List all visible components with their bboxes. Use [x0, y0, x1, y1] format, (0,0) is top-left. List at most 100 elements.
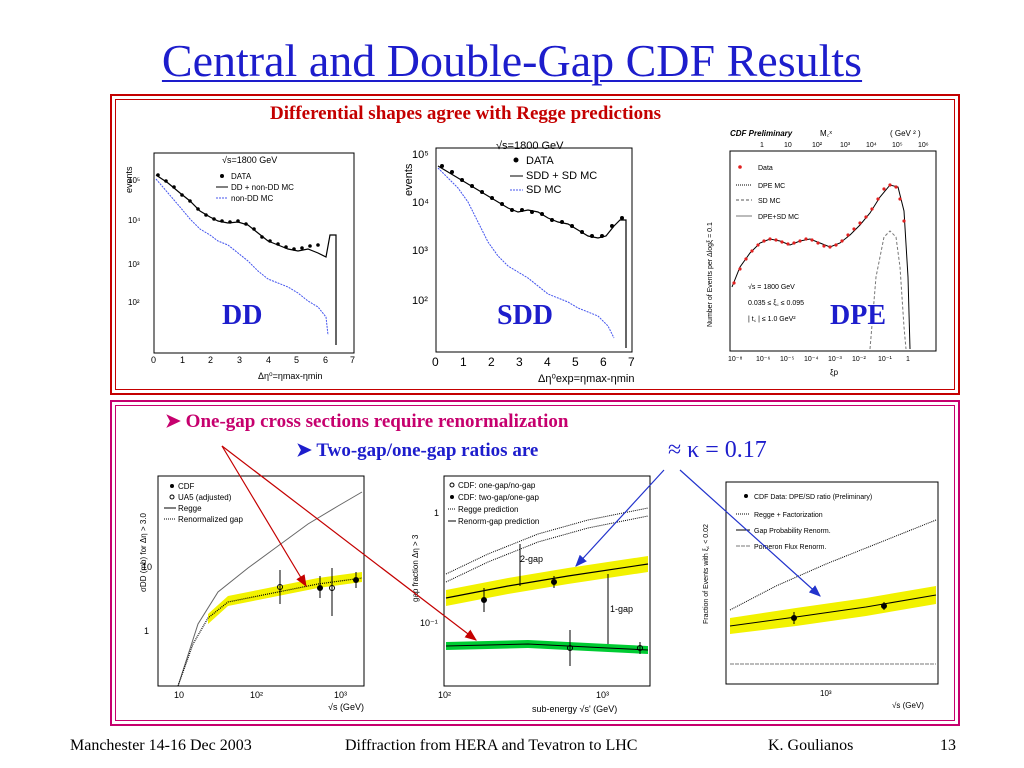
- dpe-legend-1: DPE MC: [758, 183, 785, 190]
- ratio-xtick-0: 10³: [820, 689, 832, 698]
- gapfrac-ytick-1: 10⁻¹: [420, 618, 438, 628]
- dd-mc-nondd: [155, 178, 329, 336]
- dd-ytick-2: 10³: [128, 260, 140, 269]
- gapfrac-regge-2: [445, 507, 649, 575]
- top-caption: Differential shapes agree with Regge pre…: [270, 103, 662, 124]
- dpe-header-mid: M꜀ˣ: [820, 129, 832, 138]
- gapfrac-band-1gap: [446, 640, 648, 654]
- sdd-legend-1: SDD + SD MC: [526, 170, 597, 182]
- dpe-legend-0: Data: [758, 165, 773, 172]
- dd-xlabel: Δη⁰=ηmax-ηmin: [258, 371, 322, 381]
- dd-mc-total: [155, 174, 337, 345]
- dpe-xtick-1: 10⁻⁶: [756, 356, 770, 363]
- dpe-toptick-3: 10³: [840, 142, 851, 149]
- dpe-xtick-5: 10⁻²: [852, 356, 866, 363]
- sdd-legend-0: DATA: [526, 155, 554, 167]
- sdd-xlabel: Δη⁰exp=ηmax-ηmin: [538, 373, 634, 385]
- gapfrac-legend-1: CDF: two-gap/one-gap: [458, 493, 539, 502]
- xsec-band: [208, 572, 362, 624]
- ratio-legend-3: Pomeron Flux Renorm.: [754, 544, 826, 551]
- dpe-xtick-7: 1: [906, 356, 910, 363]
- dd-legend-1: DD + non-DD MC: [231, 183, 294, 192]
- dd-legend-0: DATA: [231, 172, 252, 181]
- footer-author: K. Goulianos: [768, 737, 854, 754]
- xsec-legend-1: UA5 (adjusted): [178, 493, 232, 502]
- dpe-plot: CDF Preliminary M꜀ˣ ( GeV ² ) 1 10 10² 1…: [707, 129, 937, 377]
- xsec-xlabel: √s (GeV): [328, 702, 364, 712]
- dd-xtick-0: 0: [151, 355, 156, 365]
- dd-xtick-6: 6: [323, 355, 328, 365]
- dpe-xtick-6: 10⁻¹: [878, 356, 892, 363]
- dpe-xlabel: ξp: [830, 368, 839, 377]
- xsec-renorm: [177, 577, 363, 687]
- gapfrac-xlabel: sub-energy √s' (GeV): [532, 704, 617, 714]
- dd-ylabel: events: [124, 166, 134, 193]
- dd-ytick-0: 10⁵: [128, 176, 140, 185]
- xsec-ytick-0: 10: [142, 562, 152, 572]
- sdd-header: √s=1800 GeV: [496, 140, 564, 152]
- dpe-xtick-2: 10⁻⁵: [780, 356, 794, 363]
- ratio-data: [791, 602, 887, 624]
- xsec-legend-2: Regge: [178, 504, 202, 513]
- bullet-renormalization: ➤ One-gap cross sections require renorma…: [165, 410, 568, 433]
- dd-xtick-4: 4: [266, 355, 271, 365]
- gapfrac-band-2gap: [446, 556, 648, 606]
- dpe-header-right: ( GeV ² ): [890, 129, 921, 138]
- ratio-legend-1: Regge + Factorization: [754, 512, 823, 519]
- bullet-ratio-text: Two-gap/one-gap ratios are: [316, 440, 539, 461]
- ratio-ylabel: Fraction of Events with ξ꜀ < 0.02: [703, 524, 710, 624]
- dpe-legend-2: SD MC: [758, 198, 781, 205]
- sdd-xtick-3: 3: [516, 355, 523, 369]
- arrow-to-ratio: [679, 469, 821, 597]
- dpe-toptick-4: 10⁴: [866, 142, 877, 149]
- sdd-mc-sd: [437, 167, 615, 339]
- gapfrac-line-2gap: [445, 563, 649, 599]
- xsec-xtick-1: 10²: [250, 690, 263, 700]
- sdd-ytick-2: 10³: [412, 245, 428, 257]
- sdd-xtick-0: 0: [432, 355, 439, 369]
- footer-conference: Diffraction from HERA and Tevatron to LH…: [345, 737, 638, 754]
- dd-xtick-1: 1: [180, 355, 185, 365]
- sdd-ytick-1: 10⁴: [412, 197, 429, 209]
- dpe-data-points: [732, 183, 906, 285]
- dd-xtick-2: 2: [208, 355, 213, 365]
- footer-venue: Manchester 14-16 Dec 2003: [70, 737, 252, 754]
- dpe-xtick-3: 10⁻⁴: [804, 356, 819, 363]
- dd-ytick-1: 10⁴: [128, 216, 141, 225]
- sdd-ytick-0: 10⁵: [412, 149, 429, 161]
- ratio-plot: Fraction of Events with ξ꜀ < 0.02 CDF Da…: [703, 481, 939, 710]
- dpe-toptick-5: 10⁵: [892, 142, 903, 149]
- bottom-results-frame: [110, 400, 960, 726]
- sdd-legend-2: SD MC: [526, 184, 562, 196]
- ratio-band: [730, 586, 936, 634]
- ratio-gap-renorm: [729, 594, 937, 627]
- ratio-xlabel: √s (GeV): [892, 701, 924, 710]
- dpe-cut-0: √s = 1800 GeV: [748, 283, 795, 291]
- dpe-label: DPE: [830, 300, 886, 331]
- dpe-cut-1: 0.035 ≤ ξ꜀ ≤ 0.095: [748, 300, 804, 307]
- footer-page-number: 13: [940, 737, 956, 754]
- dpe-ylabel: Number of Events per Δlogξ = 0.1: [707, 222, 714, 327]
- xsec-regge: [177, 491, 363, 687]
- sdd-xtick-6: 6: [600, 355, 607, 369]
- arrow-to-2gap: [575, 469, 665, 567]
- ratio-legend-0: CDF Data: DPE/SD ratio (Preliminary): [754, 494, 872, 501]
- xsec-data: [277, 568, 359, 616]
- xsec-xtick-0: 10: [174, 690, 184, 700]
- dpe-header-left: CDF Preliminary: [730, 129, 793, 138]
- xsec-ylabel: σDD (mb) for Δη > 3.0: [139, 512, 148, 592]
- arrow-to-xsec: [221, 445, 307, 588]
- top-results-frame: [110, 94, 960, 395]
- sdd-label: SDD: [497, 300, 554, 331]
- dd-legend-2: non-DD MC: [231, 194, 273, 203]
- dd-ytick-3: 10²: [128, 298, 140, 307]
- gapfrac-annot-0: 2-gap: [520, 554, 543, 564]
- xsec-legend-0: CDF: [178, 482, 195, 491]
- xsec-legend-3: Renormalized gap: [178, 515, 243, 524]
- sdd-xtick-7: 7: [628, 355, 635, 369]
- dd-xticks: 0 1 2 3 4 5 6 7: [151, 355, 355, 365]
- dd-xtick-5: 5: [294, 355, 299, 365]
- bullet-arrow-icon: ➤: [165, 411, 181, 432]
- gapfrac-xtick-0: 10²: [438, 690, 451, 700]
